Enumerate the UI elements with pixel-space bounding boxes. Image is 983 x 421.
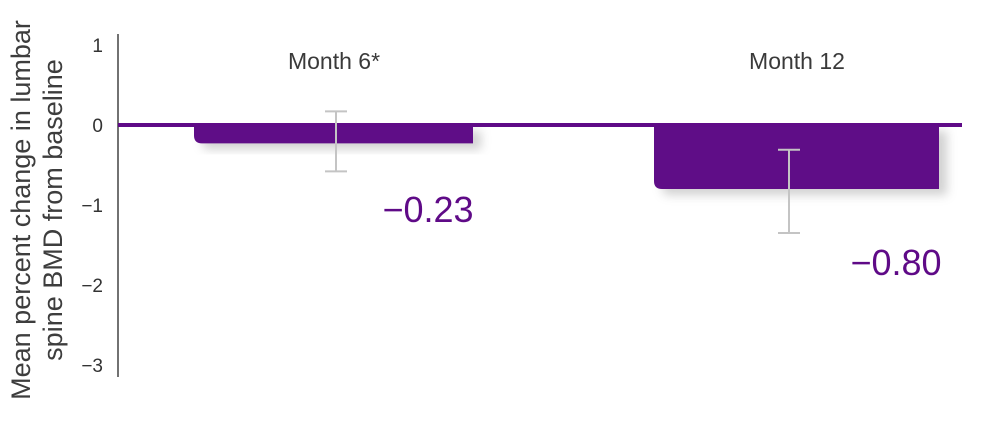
y-axis-title-line-2: spine BMD from baseline — [38, 59, 68, 361]
bar — [654, 125, 939, 189]
error-bars — [325, 110, 800, 234]
y-tick-label: −2 — [81, 276, 103, 297]
bar — [194, 125, 473, 144]
category-labels: Month 6* Month 12 — [288, 48, 845, 74]
data-value-label: −0.23 — [382, 189, 473, 230]
y-tick-label: 1 — [92, 36, 103, 57]
bars — [194, 125, 939, 189]
y-tick-label: −3 — [81, 356, 103, 377]
data-value-label: −0.80 — [850, 242, 941, 283]
y-tick-label: 0 — [92, 116, 103, 137]
category-label: Month 6* — [288, 48, 380, 74]
y-axis-ticks: 1 0 −1 −2 −3 — [81, 36, 103, 377]
error-bar — [325, 110, 347, 173]
y-axis-title-line-1: Mean percent change in lumbar — [6, 20, 36, 400]
y-axis-title: Mean percent change in lumbar spine BMD … — [6, 20, 68, 400]
y-tick-label: −1 — [81, 196, 103, 217]
error-bar — [778, 148, 800, 234]
category-label: Month 12 — [749, 48, 845, 74]
value-labels: −0.23 −0.80 — [382, 189, 941, 283]
